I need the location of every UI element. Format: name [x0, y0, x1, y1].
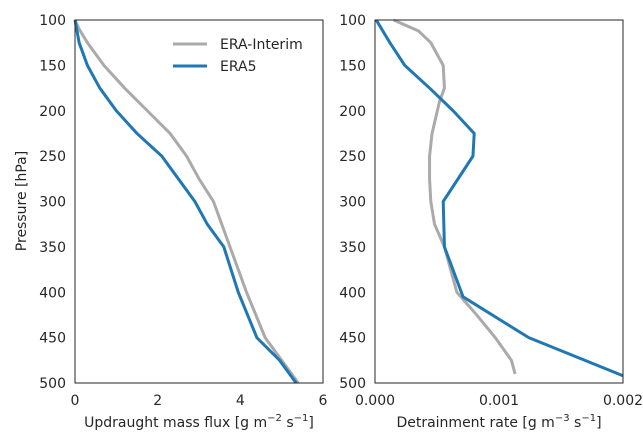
detrainment-y-ticks: 100 150 200 250 300 350 400 450 500 — [339, 13, 366, 392]
updraught-series-line-era-interim — [73, 19, 300, 384]
detrainment-y-tick-label: 250 — [339, 149, 366, 165]
detrainment-x-tick-label: 0.002 — [603, 393, 643, 409]
legend: ERA-Interim ERA5 — [173, 37, 303, 75]
detrainment-y-tick-label: 200 — [339, 104, 366, 120]
updraught-x-tick-label: 0 — [71, 393, 80, 409]
detrainment-y-tick-label: 350 — [339, 240, 366, 256]
updraught-series-lines — [73, 19, 300, 384]
detrainment-y-tick-label: 100 — [339, 13, 366, 29]
updraught-y-tick-label: 150 — [39, 58, 66, 74]
updraught-x-tick-label: 4 — [236, 393, 245, 409]
detrainment-series-lines — [374, 18, 624, 378]
updraught-y-tick-label: 400 — [39, 285, 66, 301]
pressure-y-axis-label: Pressure [hPa] — [14, 151, 30, 251]
legend-label-era5: ERA5 — [220, 59, 257, 75]
updraught-y-tick-label: 100 — [39, 13, 66, 29]
updraught-y-tick-label: 300 — [39, 195, 66, 211]
detrainment-x-ticks: 0.000 0.001 0.002 — [355, 393, 643, 409]
detrainment-y-tick-label: 500 — [339, 376, 366, 392]
updraught-series-line-era5 — [73, 19, 298, 384]
updraught-y-tick-label: 450 — [39, 331, 66, 347]
detrainment-y-tick-label: 400 — [339, 285, 366, 301]
pressure-y-ticks: 100 150 200 250 300 350 400 450 500 — [39, 13, 66, 392]
detrainment-panel: 0.000 0.001 0.002 100 150 200 250 300 350 400 450… — [339, 13, 643, 431]
updraught-x-ticks: 0 2 4 6 — [71, 393, 328, 409]
updraught-x-tick-label: 2 — [153, 393, 162, 409]
updraught-panel: 0 2 4 6 100 150 200 250 300 350 400 450 500 Updraug… — [14, 13, 328, 431]
detrainment-axes-frame — [374, 19, 624, 384]
updraught-axes-frame — [74, 19, 324, 384]
updraught-y-tick-label: 350 — [39, 240, 66, 256]
detrainment-x-tick-label: 0.001 — [479, 393, 519, 409]
updraught-x-axis-label: Updraught mass flux [g m−2 s−1] — [84, 413, 314, 431]
detrainment-x-tick-label: 0.000 — [355, 393, 395, 409]
detrainment-y-tick-label: 450 — [339, 331, 366, 347]
detrainment-series-line-era-interim — [392, 18, 517, 375]
detrainment-series-line-era5 — [374, 19, 624, 378]
updraught-x-tick-label: 6 — [319, 393, 328, 409]
updraught-y-tick-label: 200 — [39, 104, 66, 120]
detrainment-y-tick-label: 300 — [339, 195, 366, 211]
legend-label-era-interim: ERA-Interim — [220, 37, 303, 53]
updraught-y-tick-label: 500 — [39, 376, 66, 392]
updraught-y-tick-label: 250 — [39, 149, 66, 165]
detrainment-y-tick-label: 150 — [339, 58, 366, 74]
detrainment-x-axis-label: Detrainment rate [g m−3 s−1] — [396, 413, 601, 431]
